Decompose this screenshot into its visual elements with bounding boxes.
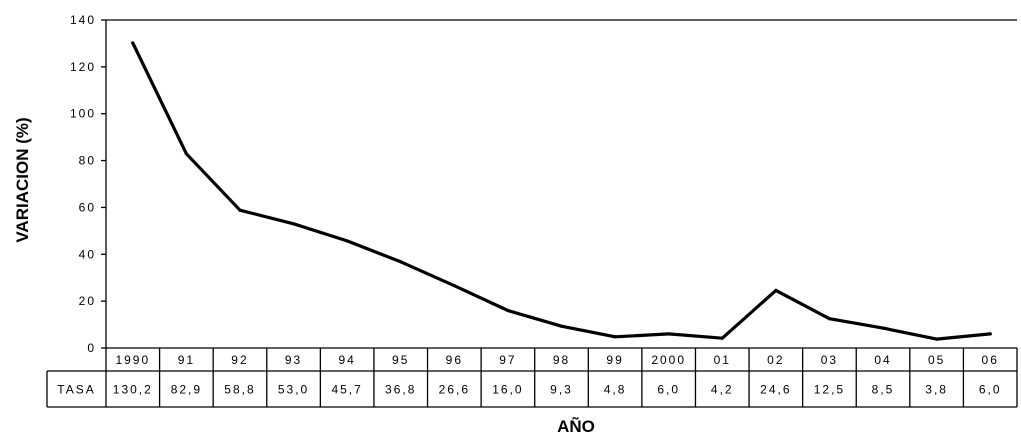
- x-tick-label: 97: [499, 353, 516, 367]
- table-row-label: TASA: [57, 383, 95, 397]
- data-point: [184, 152, 188, 156]
- x-tick-label: 93: [285, 353, 302, 367]
- data-label: 53,0: [278, 383, 309, 397]
- data-label: 12,5: [814, 383, 845, 397]
- y-tick-label: 140: [70, 13, 96, 27]
- axes: [46, 19, 1018, 408]
- y-axis-ticks: 0 20 40 60 80 100 120 140: [70, 13, 106, 355]
- data-label: 8,5: [872, 383, 895, 397]
- data-point: [935, 337, 939, 341]
- data-point: [238, 208, 242, 212]
- data-point: [827, 317, 832, 321]
- y-tick-label: 100: [70, 107, 96, 121]
- x-tick-label: 2000: [651, 353, 686, 367]
- data-label: 45,7: [331, 383, 362, 397]
- x-tick-label: 02: [767, 353, 784, 367]
- data-point: [345, 239, 349, 243]
- data-label: 9,3: [550, 383, 573, 397]
- x-tick-label: 94: [338, 353, 355, 367]
- data-point: [774, 288, 778, 292]
- x-tick-label: 1990: [115, 353, 150, 367]
- y-tick-label: 0: [87, 341, 96, 355]
- y-axis-title: VARIACION (%): [13, 117, 32, 242]
- x-tick-label: 03: [821, 353, 838, 367]
- x-tick-label: 05: [928, 353, 945, 367]
- y-tick-label: 40: [79, 247, 96, 261]
- data-label: 6,0: [657, 383, 680, 397]
- x-tick-label: 98: [553, 353, 570, 367]
- data-label: 6,0: [979, 383, 1002, 397]
- data-table: 1990 91 92 93 94 95 96 97 98 99 2000 01 02 03 04 05 06 TA…: [57, 353, 1002, 397]
- x-tick-label: 06: [982, 353, 999, 367]
- data-point: [613, 335, 617, 339]
- data-point: [399, 260, 403, 264]
- y-tick-label: 80: [79, 154, 96, 168]
- data-label: 4,2: [711, 383, 734, 397]
- data-point: [131, 41, 135, 45]
- data-point: [452, 284, 456, 288]
- data-label: 24,6: [760, 383, 791, 397]
- series-group: [131, 41, 992, 341]
- data-label: 26,6: [439, 383, 470, 397]
- data-point: [559, 324, 564, 328]
- data-label: 130,2: [113, 383, 153, 397]
- x-tick-label: 96: [446, 353, 463, 367]
- x-tick-label: 95: [392, 353, 409, 367]
- x-tick-label: 99: [606, 353, 623, 367]
- data-point: [667, 332, 671, 336]
- data-point: [720, 336, 724, 340]
- y-tick-label: 120: [70, 60, 96, 74]
- x-axis-title: AÑO: [557, 416, 595, 436]
- x-tick-label: 04: [874, 353, 891, 367]
- data-point: [291, 222, 296, 226]
- x-tick-label: 91: [178, 353, 195, 367]
- data-label: 82,9: [171, 383, 202, 397]
- data-label: 3,8: [925, 383, 948, 397]
- data-label: 16,0: [492, 383, 523, 397]
- data-point: [506, 308, 510, 313]
- data-label: 4,8: [604, 383, 627, 397]
- x-tick-label: 92: [231, 353, 248, 367]
- data-point: [881, 326, 885, 330]
- data-label: 58,8: [224, 383, 255, 397]
- data-label: 36,8: [385, 383, 416, 397]
- series-line: [131, 41, 992, 341]
- x-tick-label: 01: [714, 353, 731, 367]
- data-point: [988, 332, 992, 336]
- y-tick-label: 60: [79, 200, 96, 214]
- y-tick-label: 20: [79, 294, 96, 308]
